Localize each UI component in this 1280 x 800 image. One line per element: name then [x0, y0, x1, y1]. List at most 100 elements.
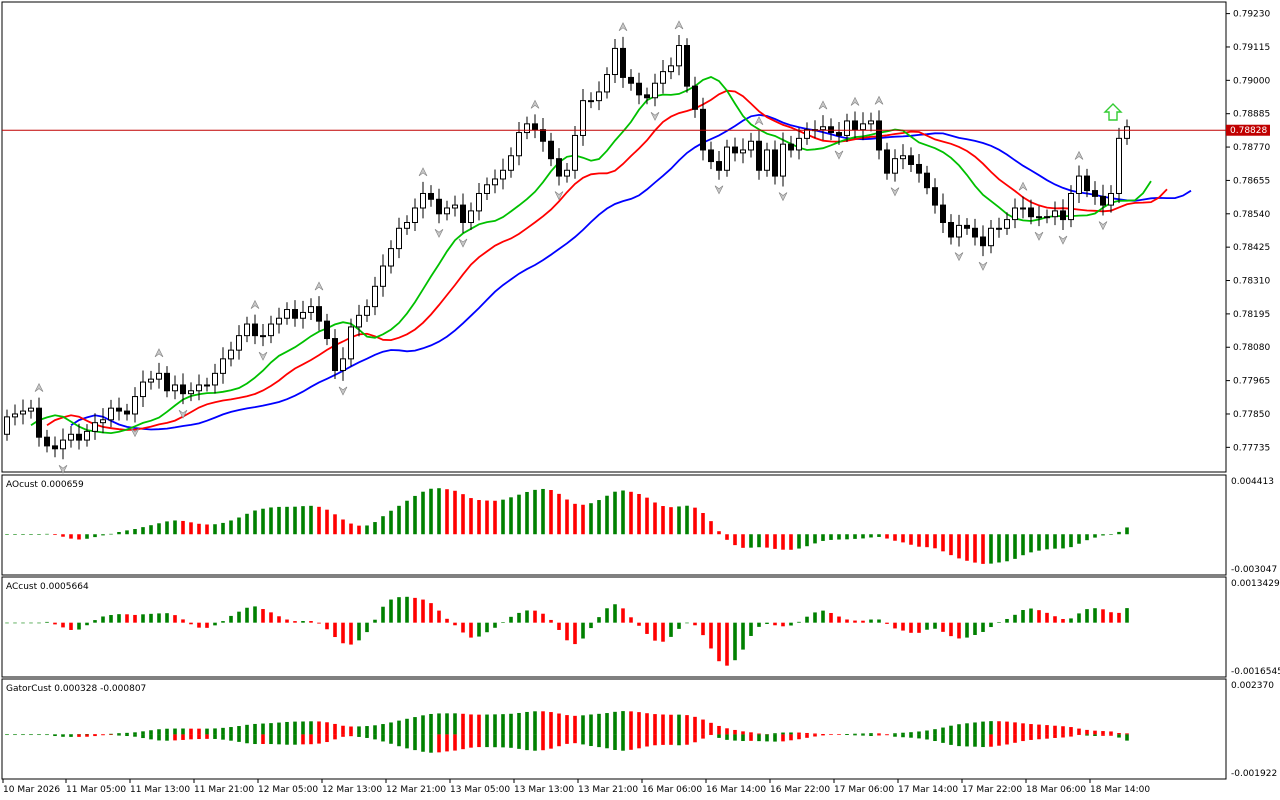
- gator-upper-bar: [517, 712, 521, 735]
- ac-bar: [1013, 614, 1017, 623]
- ao-bar: [789, 534, 793, 550]
- price-level-label: 0.78195: [1233, 310, 1270, 320]
- gator-lower-bar: [469, 734, 473, 748]
- ac-bar: [133, 614, 137, 623]
- bull-candle: [988, 227, 994, 247]
- bull-candle: [452, 204, 458, 209]
- price-panel[interactable]: 0.79230 0.79115 0.79000 0.78885 0.78770 0.786…: [1, 1, 1270, 474]
- time-label: 11 Mar 21:00: [194, 785, 254, 795]
- gator-lower-bar: [933, 734, 937, 742]
- ao-bar: [797, 534, 801, 549]
- ao-bar: [1053, 534, 1057, 549]
- fractals: [34, 20, 1108, 474]
- ao-bar: [837, 534, 841, 540]
- bull-candle: [12, 413, 18, 418]
- bear-candle: [756, 140, 762, 171]
- bull-candle: [796, 137, 802, 151]
- gator-upper-bar: [613, 711, 617, 735]
- ac-bar: [1077, 613, 1081, 623]
- gator-lower-bar: [245, 734, 249, 744]
- gator-lower-bar: [685, 734, 689, 745]
- gator-lower-bar: [69, 734, 73, 737]
- gator-upper-bar: [997, 721, 1001, 735]
- ao-bar: [717, 531, 721, 535]
- bull-candle: [1052, 210, 1058, 218]
- gator-upper-bar: [653, 714, 657, 735]
- buy-arrow-icon: [1103, 103, 1123, 121]
- gator-upper-bar: [1085, 729, 1089, 735]
- gator-lower-bar: [621, 734, 625, 751]
- gator-upper-bar: [877, 733, 881, 735]
- gator-panel[interactable]: GatorCust 0.000328 -0.000807 0.002370 -0…: [1, 678, 1277, 780]
- bear-candle: [788, 143, 794, 151]
- ac-bar: [605, 608, 609, 623]
- bull-candle: [84, 430, 90, 441]
- fractal-up-icon: [418, 167, 428, 177]
- gator-lower-bar: [757, 734, 761, 742]
- ac-bar: [301, 621, 305, 623]
- time-label: 16 Mar 06:00: [642, 785, 702, 795]
- ao-bar: [493, 500, 497, 535]
- ac-bar: [397, 597, 401, 623]
- gator-lower-bar: [877, 734, 881, 736]
- gator-upper-bar: [581, 715, 585, 735]
- gator-lower-bar: [405, 734, 409, 749]
- bull-candle: [1068, 192, 1074, 221]
- ao-bar: [589, 503, 593, 535]
- ac-bar: [421, 599, 425, 623]
- ao-bar: [1005, 534, 1009, 562]
- bear-candle: [884, 149, 890, 174]
- gator-upper-bar: [629, 711, 633, 735]
- gator-lower-bar: [197, 734, 201, 740]
- gator-lower-bar: [453, 734, 457, 751]
- ao-axis-max: 0.004413: [1231, 477, 1274, 487]
- fractal-down-icon: [178, 409, 188, 419]
- bear-candle: [708, 149, 714, 163]
- gator-upper-bar: [637, 712, 641, 735]
- gator-upper-bar: [253, 723, 257, 735]
- ao-bar: [1061, 534, 1065, 549]
- time-label: 13 Mar 21:00: [578, 785, 638, 795]
- ao-bar: [853, 534, 857, 539]
- bull-candle: [372, 285, 378, 308]
- bear-candle: [556, 158, 562, 177]
- fractal-down-icon: [338, 386, 348, 396]
- gator-lower-bar: [973, 734, 977, 747]
- ac-title: ACcust 0.0005664: [6, 582, 89, 592]
- ao-bar: [509, 497, 513, 535]
- ac-panel[interactable]: ACcust 0.0005664 0.0013429 -0.0016545: [1, 576, 1280, 678]
- ac-bar: [461, 622, 465, 633]
- ao-bar: [109, 533, 113, 535]
- ao-bar: [101, 534, 105, 536]
- gator-upper-bar: [349, 726, 353, 735]
- ac-bar: [117, 614, 121, 623]
- bear-candle: [548, 140, 554, 160]
- bear-candle: [692, 85, 698, 110]
- ac-bar: [989, 622, 993, 628]
- bull-candle: [412, 207, 418, 223]
- ac-bar: [669, 622, 673, 637]
- ac-bar: [157, 613, 161, 623]
- ac-bar: [1125, 608, 1129, 623]
- bear-candle: [620, 47, 626, 78]
- gator-panel-frame: [1, 678, 1227, 780]
- gator-upper-bar: [125, 732, 129, 735]
- ac-bar: [909, 622, 913, 633]
- bull-candle: [140, 381, 146, 398]
- alligator-teeth-line: [46, 89, 1168, 431]
- ao-panel[interactable]: AOcust 0.000659 0.004413 -0.003047: [1, 474, 1277, 576]
- bull-candle: [820, 126, 826, 131]
- gator-title: GatorCust 0.000328 -0.000807: [6, 684, 146, 694]
- ac-bar: [93, 620, 97, 623]
- bull-candle: [1044, 216, 1050, 219]
- gator-upper-bar: [1109, 731, 1113, 735]
- bull-candle: [580, 100, 586, 136]
- fractal-down-icon: [1034, 231, 1044, 241]
- ac-bar: [389, 599, 393, 623]
- gator-upper-bar: [1021, 723, 1025, 735]
- gator-upper-bar: [549, 712, 553, 735]
- ac-bar: [925, 622, 929, 630]
- gator-upper-bar: [317, 721, 321, 735]
- bull-candle: [236, 335, 242, 351]
